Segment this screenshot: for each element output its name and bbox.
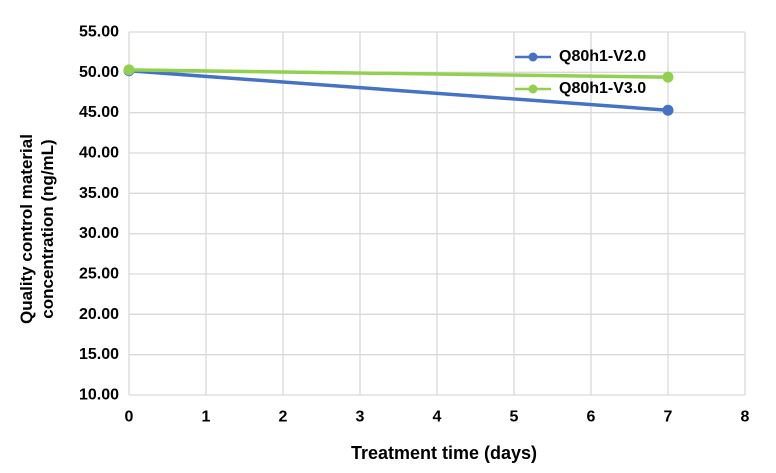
y-tick-label: 55.00 [79, 24, 119, 41]
legend-label-v3: Q80h1-V3.0 [559, 80, 647, 97]
y-tick-label: 50.00 [79, 64, 119, 81]
x-tick-label: 0 [125, 409, 134, 426]
y-axis-title: Quality control material concentration (… [16, 45, 60, 413]
legend-marker-v2 [515, 52, 551, 62]
data-point-marker-q80h1-v3-0[interactable] [123, 64, 135, 76]
legend-entry-v2[interactable]: Q80h1-V2.0 [514, 46, 646, 68]
x-tick-label: 2 [279, 409, 288, 426]
data-point-marker-q80h1-v3-0[interactable] [662, 71, 674, 83]
legend: Q80h1-V2.0 Q80h1-V3.0 [514, 46, 646, 100]
y-axis-title-line1: Quality control material [17, 134, 36, 324]
y-tick-label: 45.00 [79, 104, 119, 121]
y-tick-label: 20.00 [79, 306, 119, 323]
x-tick-label: 8 [741, 409, 750, 426]
series-line-q80h1-v2-0[interactable] [127, 68, 670, 112]
y-tick-label: 40.00 [79, 145, 119, 162]
legend-marker-v3 [515, 84, 551, 94]
x-tick-label: 5 [510, 409, 519, 426]
x-tick-label: 4 [433, 409, 442, 426]
x-tick-label: 1 [202, 409, 211, 426]
x-tick-label: 6 [587, 409, 596, 426]
x-tick-label: 7 [664, 409, 673, 426]
y-tick-label: 30.00 [79, 225, 119, 242]
y-tick-label: 10.00 [79, 387, 119, 404]
legend-entry-v3[interactable]: Q80h1-V3.0 [514, 78, 646, 100]
y-tick-label: 25.00 [79, 266, 119, 283]
data-point-marker-q80h1-v2-0[interactable] [662, 104, 674, 116]
x-axis-title: Treatment time (days) [350, 443, 538, 463]
legend-label-v2: Q80h1-V2.0 [559, 48, 647, 65]
series-line-q80h1-v3-0[interactable] [127, 68, 670, 79]
y-tick-label: 15.00 [79, 346, 119, 363]
x-tick-label: 3 [356, 409, 365, 426]
y-axis-title-line2: concentration (ng/mL) [38, 139, 58, 319]
y-tick-label: 35.00 [79, 185, 119, 202]
